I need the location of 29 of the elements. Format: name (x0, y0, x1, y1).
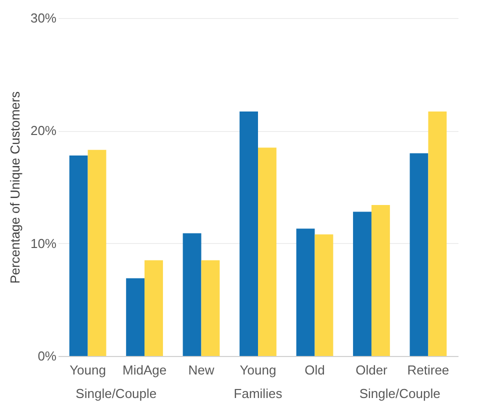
x-tick-label: Young (240, 362, 276, 378)
bar (296, 228, 315, 356)
bar (428, 112, 447, 356)
text: Families (234, 386, 283, 401)
bar (144, 260, 163, 356)
bar (353, 212, 372, 356)
text: Single/Couple (76, 386, 157, 401)
bar (69, 155, 88, 356)
x-tick-label: Young (70, 362, 106, 378)
bar (314, 234, 334, 356)
x-tick-label: New (188, 362, 215, 378)
bar (371, 205, 390, 356)
y-tick-label: 10% (30, 236, 57, 251)
y-axis-title: Percentage of Unique Customers (7, 90, 22, 284)
x-tick-label: Retiree (407, 362, 450, 378)
bar (126, 278, 145, 356)
text: Single/Couple (359, 386, 440, 401)
bar (201, 260, 220, 356)
bar (240, 112, 258, 356)
y-tick-label: 20% (30, 123, 57, 138)
bar (88, 150, 106, 356)
y-tick-label: 30% (30, 10, 57, 26)
bar (410, 153, 428, 356)
x-tick-label: MidAge (122, 362, 167, 378)
y-tick-label: 0% (38, 348, 57, 364)
x-tick-label: Older (356, 362, 388, 378)
bar (182, 233, 202, 356)
bar (258, 148, 276, 356)
x-tick-label: Old (304, 362, 325, 378)
